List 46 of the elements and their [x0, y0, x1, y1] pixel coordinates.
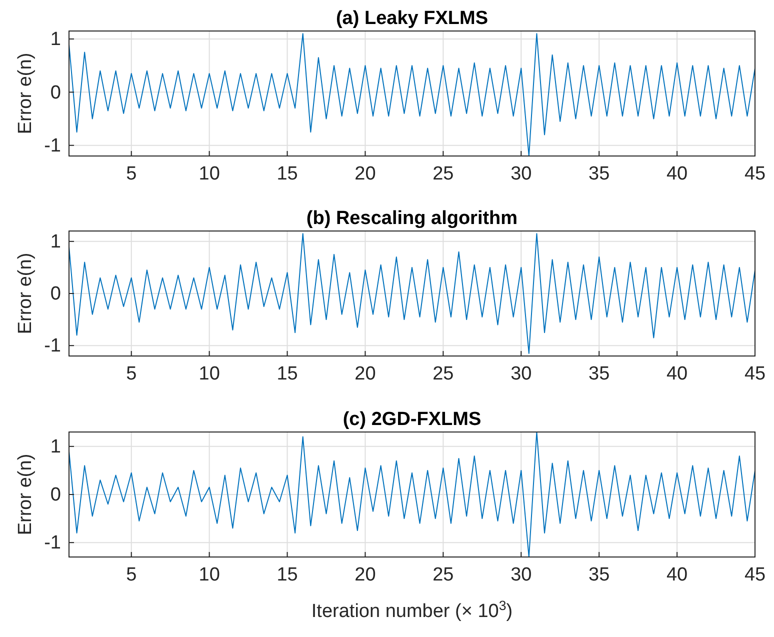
- y-axis-title: Error e(n): [15, 454, 36, 536]
- y-tick-label: -1: [44, 532, 61, 554]
- x-tick-label: 35: [588, 564, 610, 586]
- x-tick-label: 45: [744, 163, 766, 184]
- x-tick-label: 20: [354, 163, 376, 184]
- y-axis-title: Error e(n): [15, 252, 36, 334]
- x-tick-label: 30: [510, 363, 532, 384]
- chart-title: (b) Rescaling algorithm: [306, 208, 518, 229]
- x-tick-label: 45: [744, 363, 766, 384]
- y-tick-label: -1: [44, 336, 61, 357]
- y-tick-label: 1: [50, 29, 61, 50]
- y-tick-label: 1: [50, 436, 61, 458]
- y-tick-label: -1: [44, 135, 61, 156]
- x-tick-label: 5: [126, 363, 137, 384]
- x-tick-label: 10: [198, 363, 220, 384]
- y-tick-label: 0: [50, 82, 61, 104]
- x-tick-label: 25: [432, 363, 454, 384]
- y-axis-title: Error e(n): [15, 52, 36, 134]
- line-series: [68, 33, 756, 156]
- y-tick-label: 0: [50, 284, 61, 305]
- x-tick-label: 20: [354, 363, 376, 384]
- y-tick-label: 0: [50, 484, 61, 506]
- x-tick-label: 30: [510, 564, 532, 586]
- x-axis-title: Iteration number (× 10$^{3}$): [311, 598, 513, 622]
- x-tick-label: 10: [198, 564, 220, 586]
- x-tick-label: 45: [744, 564, 766, 586]
- x-tick-label: 40: [666, 564, 688, 586]
- x-tick-label: 10: [198, 163, 220, 184]
- x-tick-label: 15: [276, 363, 298, 384]
- chart-title: (c) 2GD-FXLMS: [342, 409, 482, 430]
- x-tick-label: 30: [510, 163, 532, 184]
- x-tick-label: 25: [432, 564, 454, 586]
- x-tick-label: 35: [588, 363, 610, 384]
- x-tick-label: 15: [276, 564, 298, 586]
- x-tick-label: 20: [354, 564, 376, 586]
- x-tick-label: 5: [126, 564, 137, 586]
- y-tick-label: 1: [50, 231, 61, 252]
- x-tick-label: 40: [666, 163, 688, 184]
- line-series: [68, 432, 756, 558]
- x-tick-label: 35: [588, 163, 610, 184]
- x-tick-label: 15: [276, 163, 298, 184]
- x-tick-label: 25: [432, 163, 454, 184]
- x-tick-label: 40: [666, 363, 688, 384]
- chart-title: (a) Leaky FXLMS: [336, 8, 488, 29]
- x-tick-label: 5: [126, 163, 137, 184]
- line-series: [68, 233, 756, 354]
